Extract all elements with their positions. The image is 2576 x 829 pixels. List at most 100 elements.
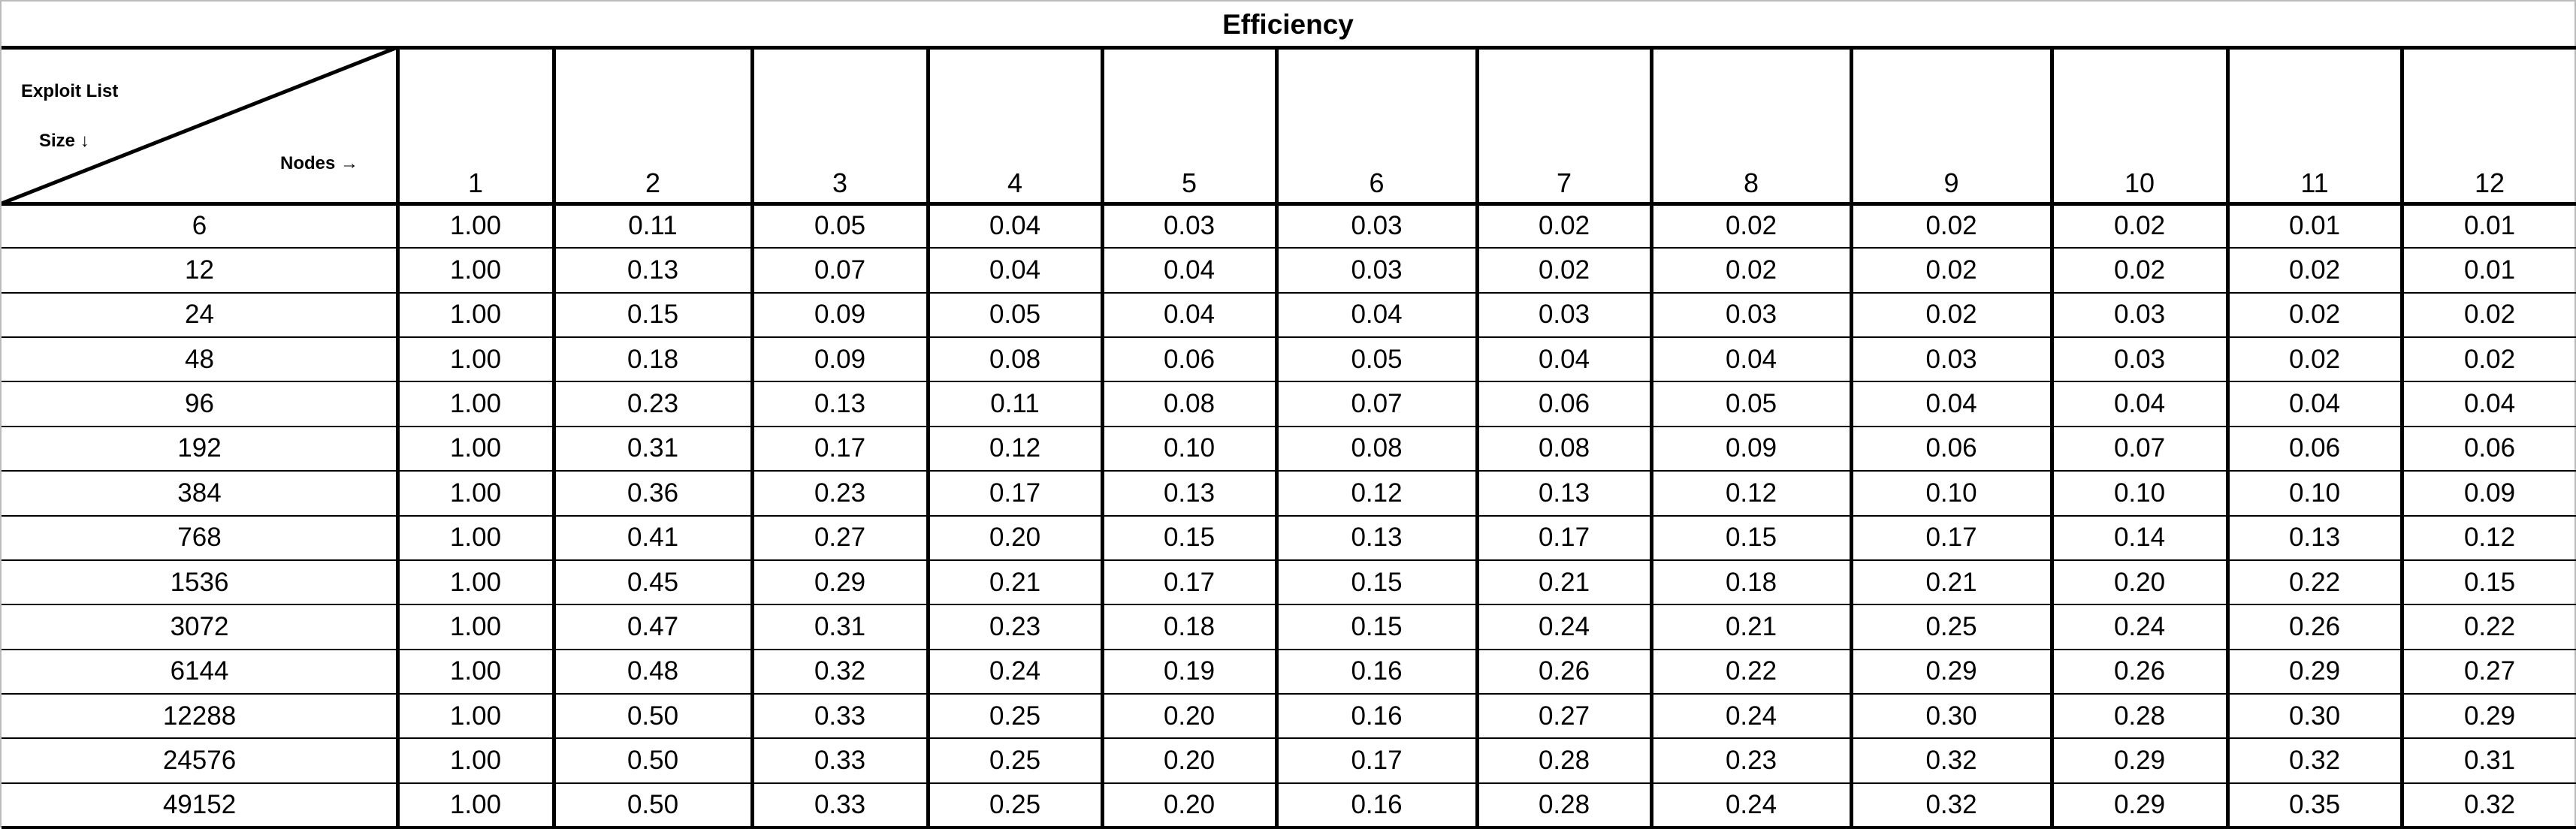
data-cell: 0.12 <box>1725 478 1777 508</box>
data-cell: 0.01 <box>2288 210 2341 240</box>
data-cell: 1.00 <box>449 790 502 820</box>
corner-diagonal <box>2 47 397 205</box>
data-cell: 0.03 <box>1351 255 1403 285</box>
row-label: 24576 <box>162 745 237 775</box>
column-header: 1 <box>467 167 484 198</box>
data-cell: 0.09 <box>814 300 866 330</box>
data-cell: 0.32 <box>2288 745 2341 775</box>
data-cell: 0.29 <box>814 567 866 597</box>
header-line <box>2 46 2576 50</box>
data-cell: 1.00 <box>449 745 502 775</box>
row-label: 192 <box>177 433 222 463</box>
column-line <box>1850 47 1853 829</box>
row-line <box>2 425 2576 427</box>
data-cell: 0.10 <box>1925 478 1977 508</box>
data-cell: 0.04 <box>1725 344 1777 374</box>
data-cell: 0.28 <box>1538 790 1590 820</box>
data-cell: 1.00 <box>449 523 502 553</box>
data-cell: 1.00 <box>449 389 502 419</box>
data-cell: 1.00 <box>449 344 502 374</box>
data-cell: 0.05 <box>989 300 1041 330</box>
data-cell: 0.03 <box>1925 344 1977 374</box>
data-cell: 0.02 <box>2288 300 2341 330</box>
column-line <box>1650 47 1653 829</box>
data-cell: 0.16 <box>1351 790 1403 820</box>
data-cell: 0.02 <box>1925 300 1977 330</box>
data-cell: 0.22 <box>1725 656 1777 686</box>
data-cell: 0.15 <box>1351 567 1403 597</box>
row-label: 12288 <box>162 701 237 731</box>
column-header: 3 <box>832 167 848 198</box>
data-cell: 0.02 <box>1725 255 1777 285</box>
data-cell: 0.09 <box>1725 433 1777 463</box>
row-line <box>2 291 2576 294</box>
row-label: 48 <box>185 344 214 374</box>
row-line <box>2 782 2576 784</box>
data-cell: 0.01 <box>2463 210 2516 240</box>
data-cell: 0.03 <box>1351 210 1403 240</box>
data-cell: 0.15 <box>627 300 679 330</box>
row-label: 3072 <box>170 611 229 641</box>
data-cell: 0.29 <box>1925 656 1977 686</box>
data-cell: 1.00 <box>449 210 502 240</box>
data-cell: 0.20 <box>1163 790 1216 820</box>
column-header: 11 <box>2300 167 2329 198</box>
column-line <box>552 47 556 829</box>
data-cell: 0.29 <box>2463 701 2516 731</box>
row-line <box>2 514 2576 517</box>
data-cell: 0.12 <box>1351 478 1403 508</box>
data-cell: 0.47 <box>627 611 679 641</box>
data-cell: 0.03 <box>1538 300 1590 330</box>
data-cell: 1.00 <box>449 433 502 463</box>
data-cell: 0.17 <box>814 433 866 463</box>
data-cell: 0.20 <box>989 523 1041 553</box>
data-cell: 0.28 <box>2113 701 2166 731</box>
data-cell: 0.04 <box>1925 389 1977 419</box>
data-cell: 0.28 <box>1538 745 1590 775</box>
data-cell: 0.32 <box>1925 790 1977 820</box>
data-cell: 0.22 <box>2463 611 2516 641</box>
column-line <box>750 47 754 829</box>
data-cell: 0.18 <box>627 344 679 374</box>
data-cell: 0.50 <box>627 790 679 820</box>
data-cell: 0.24 <box>1538 611 1590 641</box>
data-cell: 0.15 <box>1725 523 1777 553</box>
data-cell: 0.03 <box>2113 300 2166 330</box>
data-cell: 0.16 <box>1351 701 1403 731</box>
data-cell: 0.06 <box>1163 344 1216 374</box>
data-cell: 0.02 <box>2463 344 2516 374</box>
data-cell: 0.08 <box>989 344 1041 374</box>
data-cell: 0.31 <box>2463 745 2516 775</box>
data-cell: 0.26 <box>2113 656 2166 686</box>
data-cell: 0.07 <box>2113 433 2166 463</box>
data-cell: 0.17 <box>1538 523 1590 553</box>
data-cell: 0.23 <box>1725 745 1777 775</box>
data-cell: 0.12 <box>989 433 1041 463</box>
data-cell: 0.21 <box>989 567 1041 597</box>
data-cell: 0.17 <box>1163 567 1216 597</box>
data-cell: 0.20 <box>2113 567 2166 597</box>
data-cell: 0.04 <box>989 210 1041 240</box>
data-cell: 0.06 <box>1925 433 1977 463</box>
diagonal-line <box>2 47 397 205</box>
data-cell: 0.01 <box>2463 255 2516 285</box>
data-cell: 0.36 <box>627 478 679 508</box>
column-header: 6 <box>1369 167 1385 198</box>
data-cell: 0.25 <box>1925 611 1977 641</box>
row-line <box>2 247 2576 249</box>
data-cell: 0.15 <box>1163 523 1216 553</box>
column-line <box>1275 47 1279 829</box>
row-label: 24 <box>185 300 214 330</box>
data-cell: 0.02 <box>1725 210 1777 240</box>
data-cell: 0.23 <box>814 478 866 508</box>
data-cell: 0.23 <box>989 611 1041 641</box>
data-cell: 0.17 <box>1351 745 1403 775</box>
data-cell: 0.08 <box>1538 433 1590 463</box>
data-cell: 0.25 <box>989 790 1041 820</box>
data-cell: 0.27 <box>1538 701 1590 731</box>
data-cell: 0.06 <box>1538 389 1590 419</box>
data-cell: 0.32 <box>1925 745 1977 775</box>
data-cell: 0.20 <box>1163 701 1216 731</box>
data-cell: 0.24 <box>989 656 1041 686</box>
data-cell: 0.02 <box>1538 210 1590 240</box>
